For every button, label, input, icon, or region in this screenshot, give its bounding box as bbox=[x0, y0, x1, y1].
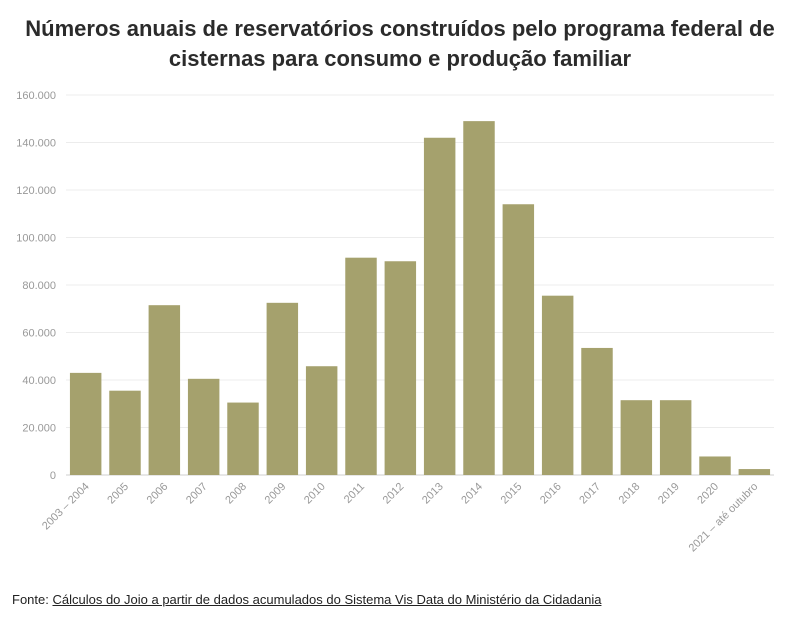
x-tick-label: 2007 bbox=[184, 481, 210, 507]
bar bbox=[502, 204, 535, 475]
y-tick-label: 60.000 bbox=[22, 328, 56, 340]
y-tick-label: 40.000 bbox=[22, 375, 56, 387]
grid-lines bbox=[66, 94, 774, 476]
source-note: Fonte: Cálculos do Joio a partir de dado… bbox=[12, 592, 601, 607]
bar bbox=[109, 390, 141, 475]
bar bbox=[384, 261, 417, 475]
bar bbox=[541, 295, 574, 475]
x-tick-label: 2019 bbox=[656, 481, 682, 507]
bar bbox=[305, 366, 338, 475]
x-tick-label: 2006 bbox=[145, 481, 171, 507]
bar bbox=[148, 305, 181, 475]
source-link[interactable]: Cálculos do Joio a partir de dados acumu… bbox=[52, 592, 602, 607]
y-axis-labels: 0 20.000 40.000 60.000 80.000 100.000 120.000 1… bbox=[16, 90, 56, 482]
y-tick-label: 20.000 bbox=[22, 423, 56, 435]
x-tick-label: 2017 bbox=[577, 481, 603, 507]
y-tick-label: 100.000 bbox=[16, 233, 56, 245]
source-prefix: Fonte: bbox=[12, 592, 49, 607]
bar bbox=[69, 372, 102, 475]
bar bbox=[266, 302, 299, 475]
bar bbox=[227, 402, 259, 475]
x-tick-label: 2010 bbox=[302, 481, 328, 507]
bar bbox=[699, 456, 731, 475]
y-tick-label: 120.000 bbox=[16, 185, 56, 197]
bars bbox=[69, 121, 771, 475]
bar bbox=[187, 378, 220, 475]
x-tick-label: 2011 bbox=[342, 481, 367, 506]
y-tick-label: 80.000 bbox=[22, 280, 56, 292]
chart-title: Números anuais de reservatórios construí… bbox=[25, 16, 775, 71]
x-tick-label: 2013 bbox=[420, 481, 446, 507]
x-tick-label: 2020 bbox=[695, 481, 721, 507]
x-axis-labels: 2003 – 2004 2005 2006 2007 2008 2009 2010 2011 2… bbox=[40, 481, 760, 555]
x-tick-label: 2009 bbox=[263, 481, 289, 507]
bar bbox=[659, 400, 692, 475]
bar bbox=[423, 137, 456, 475]
bar bbox=[345, 257, 377, 475]
y-tick-label: 0 bbox=[50, 470, 56, 482]
x-tick-label: 2015 bbox=[499, 481, 525, 507]
x-tick-label: 2008 bbox=[223, 481, 249, 507]
bar bbox=[620, 400, 653, 475]
x-tick-label: 2018 bbox=[617, 481, 643, 507]
x-tick-label: 2014 bbox=[459, 481, 485, 507]
bar-chart: 0 20.000 40.000 60.000 80.000 100.000 120.000 1… bbox=[16, 90, 774, 555]
bar bbox=[581, 347, 613, 475]
x-tick-label: 2003 – 2004 bbox=[40, 481, 92, 533]
x-tick-label: 2016 bbox=[538, 481, 564, 507]
bar bbox=[463, 121, 495, 475]
bar bbox=[738, 469, 771, 475]
x-tick-label: 2012 bbox=[381, 481, 407, 507]
x-tick-label: 2021 – até outubro bbox=[687, 481, 761, 555]
x-tick-label: 2005 bbox=[105, 481, 131, 507]
y-tick-label: 160.000 bbox=[16, 90, 56, 102]
y-tick-label: 140.000 bbox=[16, 138, 56, 150]
